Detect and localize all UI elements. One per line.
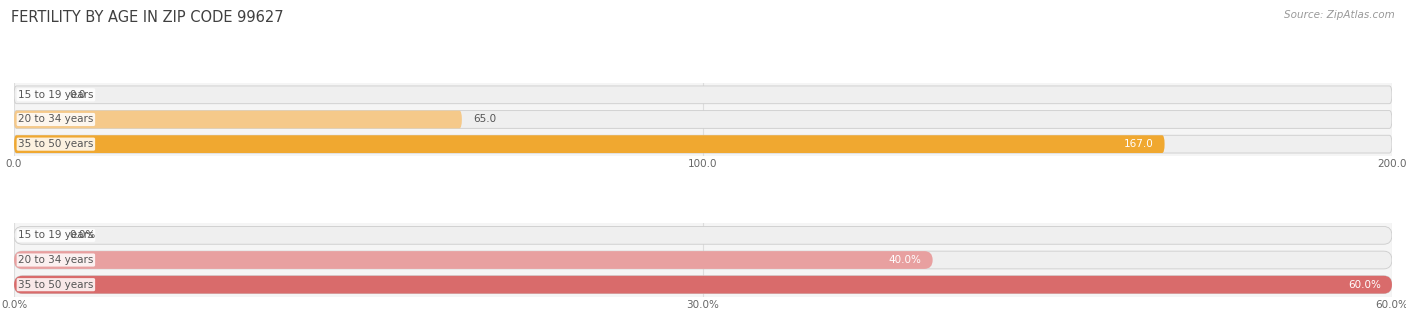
Text: 40.0%: 40.0% — [889, 255, 921, 265]
FancyBboxPatch shape — [14, 251, 1392, 269]
Text: 35 to 50 years: 35 to 50 years — [18, 139, 94, 149]
Text: 15 to 19 years: 15 to 19 years — [18, 90, 94, 100]
Text: FERTILITY BY AGE IN ZIP CODE 99627: FERTILITY BY AGE IN ZIP CODE 99627 — [11, 10, 284, 25]
FancyBboxPatch shape — [14, 251, 932, 269]
FancyBboxPatch shape — [14, 135, 1164, 153]
FancyBboxPatch shape — [14, 276, 1392, 294]
FancyBboxPatch shape — [14, 276, 1392, 294]
Text: 167.0: 167.0 — [1123, 139, 1153, 149]
FancyBboxPatch shape — [14, 135, 1392, 153]
FancyBboxPatch shape — [14, 111, 463, 128]
FancyBboxPatch shape — [14, 86, 1392, 104]
FancyBboxPatch shape — [14, 226, 1392, 244]
Text: 0.0%: 0.0% — [69, 230, 96, 240]
FancyBboxPatch shape — [14, 111, 1392, 128]
Text: 35 to 50 years: 35 to 50 years — [18, 280, 94, 290]
Text: 15 to 19 years: 15 to 19 years — [18, 230, 94, 240]
Text: 65.0: 65.0 — [472, 115, 496, 124]
Text: 20 to 34 years: 20 to 34 years — [18, 255, 94, 265]
Text: 0.0: 0.0 — [69, 90, 86, 100]
Text: 60.0%: 60.0% — [1348, 280, 1381, 290]
Text: Source: ZipAtlas.com: Source: ZipAtlas.com — [1284, 10, 1395, 20]
Text: 20 to 34 years: 20 to 34 years — [18, 115, 94, 124]
